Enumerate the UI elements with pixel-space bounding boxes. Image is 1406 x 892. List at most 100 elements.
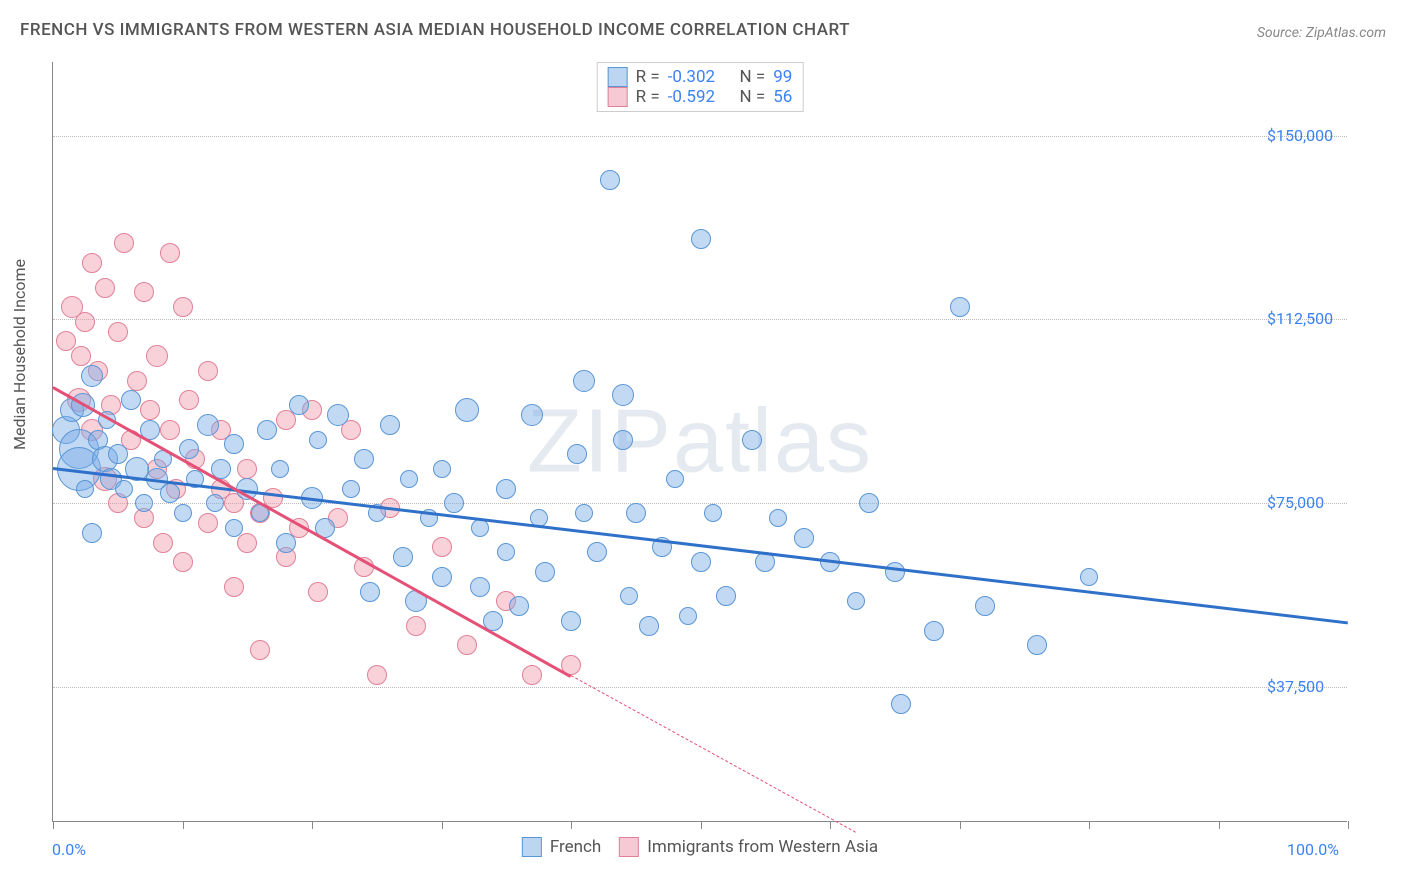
- data-point: [626, 503, 646, 523]
- data-point: [444, 493, 464, 513]
- data-point: [237, 533, 257, 553]
- r-value: -0.592: [668, 87, 715, 107]
- legend-item: Immigrants from Western Asia: [619, 837, 878, 857]
- gridline: [53, 687, 1347, 688]
- data-point: [224, 577, 244, 597]
- data-point: [197, 414, 219, 436]
- correlation-legend: R = -0.302 N = 99R = -0.592 N = 56: [597, 62, 804, 112]
- n-label: N =: [740, 87, 766, 107]
- data-point: [406, 616, 426, 636]
- data-point: [342, 480, 360, 498]
- watermark-bold: ZIP: [527, 391, 673, 491]
- data-point: [679, 607, 697, 625]
- data-point: [308, 582, 328, 602]
- n-label: N =: [740, 67, 766, 87]
- data-point: [115, 480, 133, 498]
- data-point: [639, 616, 659, 636]
- x-tick: [571, 821, 572, 829]
- x-tick: [701, 821, 702, 829]
- data-point: [127, 371, 147, 391]
- gridline: [53, 503, 1347, 504]
- data-point: [289, 395, 309, 415]
- trendline-extrapolated: [571, 675, 856, 833]
- data-point: [704, 504, 722, 522]
- data-point: [75, 312, 95, 332]
- data-point: [471, 519, 489, 537]
- data-point: [250, 640, 270, 660]
- data-point: [76, 480, 94, 498]
- data-point: [174, 504, 192, 522]
- data-point: [691, 552, 711, 572]
- data-point: [276, 533, 296, 553]
- data-point: [257, 420, 277, 440]
- r-label: R =: [636, 87, 660, 107]
- data-point: [224, 434, 244, 454]
- data-point: [121, 390, 141, 410]
- gridline: [53, 136, 1347, 137]
- legend-swatch: [522, 837, 542, 857]
- data-point: [1080, 568, 1098, 586]
- data-point: [924, 621, 944, 641]
- legend-swatch: [608, 67, 628, 87]
- data-point: [82, 253, 102, 273]
- y-tick-label: $75,000: [1267, 493, 1386, 512]
- data-point: [433, 460, 451, 478]
- data-point: [173, 297, 193, 317]
- correlation-legend-row: R = -0.592 N = 56: [608, 87, 793, 107]
- watermark-light: atlas: [673, 391, 873, 491]
- x-tick: [53, 821, 54, 829]
- data-point: [198, 361, 218, 381]
- data-point: [160, 483, 180, 503]
- data-point: [470, 577, 490, 597]
- data-point: [496, 479, 516, 499]
- data-point: [455, 398, 479, 422]
- data-point: [82, 523, 102, 543]
- data-point: [613, 430, 633, 450]
- data-point: [108, 322, 128, 342]
- data-point: [309, 431, 327, 449]
- data-point: [225, 519, 243, 537]
- data-point: [400, 470, 418, 488]
- legend-item: French: [522, 837, 601, 857]
- data-point: [393, 547, 413, 567]
- data-point: [587, 542, 607, 562]
- data-point: [327, 404, 349, 426]
- data-point: [509, 596, 529, 616]
- data-point: [620, 587, 638, 605]
- data-point: [237, 459, 257, 479]
- data-point: [146, 345, 168, 367]
- trendline: [52, 386, 571, 677]
- data-point: [561, 611, 581, 631]
- data-point: [885, 562, 905, 582]
- x-tick: [1348, 821, 1349, 829]
- data-point: [573, 370, 595, 392]
- r-value: -0.302: [668, 67, 715, 87]
- data-point: [666, 470, 684, 488]
- data-point: [691, 229, 711, 249]
- correlation-legend-row: R =-0.302 N =99: [608, 67, 793, 87]
- data-point: [575, 504, 593, 522]
- data-point: [794, 528, 814, 548]
- legend-swatch: [608, 87, 628, 107]
- y-axis-label: Median Household Income: [10, 259, 29, 450]
- data-point: [847, 592, 865, 610]
- x-tick: [960, 821, 961, 829]
- data-point: [367, 665, 387, 685]
- data-point: [198, 513, 218, 533]
- n-value: 56: [773, 87, 792, 107]
- data-point: [612, 384, 634, 406]
- data-point: [354, 449, 374, 469]
- x-tick: [1089, 821, 1090, 829]
- data-point: [742, 430, 762, 450]
- source-label: Source: ZipAtlas.com: [1257, 25, 1386, 41]
- data-point: [56, 331, 76, 351]
- chart-title: FRENCH VS IMMIGRANTS FROM WESTERN ASIA M…: [20, 20, 850, 40]
- watermark: ZIPatlas: [527, 390, 873, 493]
- y-tick-label: $112,500: [1267, 309, 1386, 328]
- data-point: [81, 365, 103, 387]
- x-tick: [183, 821, 184, 829]
- data-point: [173, 552, 193, 572]
- y-tick-label: $37,500: [1267, 677, 1386, 696]
- n-value: 99: [773, 67, 792, 87]
- data-point: [114, 233, 134, 253]
